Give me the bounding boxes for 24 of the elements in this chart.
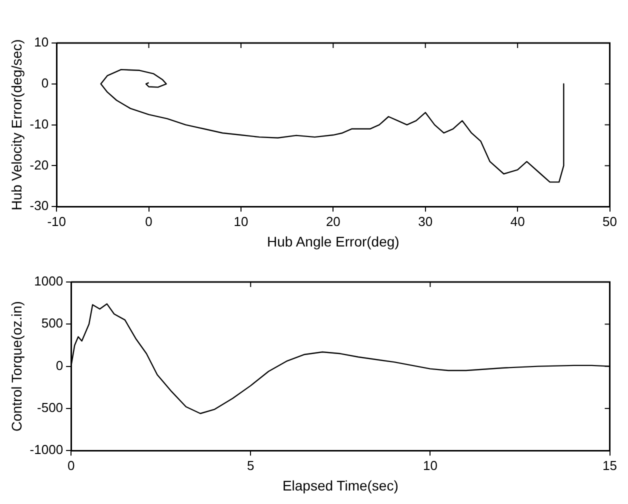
x-tick-label: 15 — [602, 458, 618, 473]
y-tick-label: -20 — [30, 157, 49, 172]
y-tick-label: -500 — [37, 400, 64, 416]
x-tick-label: 10 — [234, 214, 248, 229]
y-tick-label: -10 — [30, 116, 49, 132]
x-tick-label: 0 — [145, 214, 152, 229]
x-tick-label: 40 — [510, 214, 525, 229]
x-tick-label: 5 — [247, 458, 254, 473]
y-axis-title: Hub Velocity Error(deg/sec) — [8, 39, 24, 210]
x-tick-label: 0 — [67, 458, 75, 473]
x-tick-label: 50 — [602, 214, 618, 229]
y-axis-title: Control Torque(oz.in) — [8, 301, 24, 432]
y-tick-label: 500 — [41, 316, 64, 331]
y-tick-label: -1000 — [30, 442, 64, 458]
y-tick-label: 0 — [41, 75, 49, 90]
y-tick-label: 1000 — [34, 274, 64, 289]
x-tick-label: 30 — [418, 214, 433, 229]
y-tick-label: 0 — [56, 358, 64, 373]
x-tick-label: 10 — [422, 458, 438, 473]
y-tick-label: 10 — [34, 34, 49, 50]
y-tick-label: -30 — [30, 198, 49, 214]
x-axis-title: Hub Angle Error(deg) — [267, 233, 400, 250]
x-axis-title: Elapsed Time(sec) — [282, 477, 398, 494]
x-tick-label: 20 — [326, 214, 340, 229]
